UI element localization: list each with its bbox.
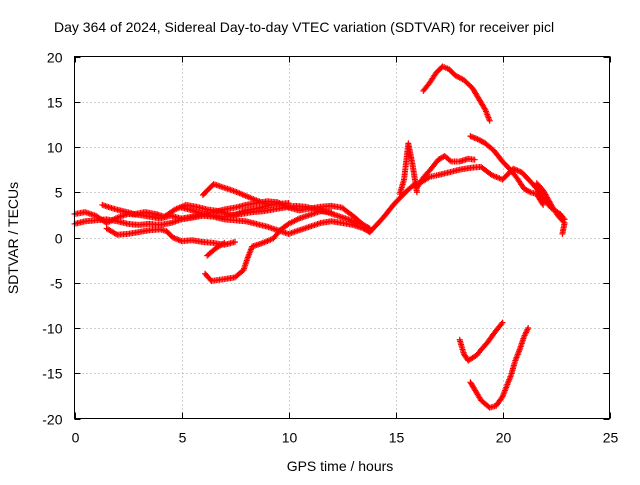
x-axis-label: GPS time / hours xyxy=(287,458,394,474)
series-track-2 xyxy=(71,212,373,237)
series-track-15 xyxy=(467,325,532,411)
x-tick-label: 5 xyxy=(179,430,187,446)
data-series xyxy=(71,63,568,411)
axis-ticks: 0 5 10 15 20 25 -20 -15 -10 -5 0 5 10 15 20 xyxy=(42,50,618,446)
data-point xyxy=(285,200,292,207)
series-track-4 xyxy=(103,225,238,248)
data-point xyxy=(526,188,533,195)
data-point xyxy=(499,319,506,326)
y-tick-label: 0 xyxy=(55,231,63,247)
y-tick-label: -20 xyxy=(42,412,62,428)
series-track-16 xyxy=(533,180,568,237)
y-tick-label: -10 xyxy=(42,321,62,337)
data-point xyxy=(539,200,546,207)
y-tick-label: 5 xyxy=(55,185,63,201)
series-track-6 xyxy=(199,181,271,208)
series-track-11 xyxy=(413,153,478,191)
series-track-12 xyxy=(467,133,547,208)
y-tick-label: 10 xyxy=(47,140,63,156)
x-tick-label: 15 xyxy=(389,430,405,446)
x-tick-label: 20 xyxy=(496,430,512,446)
data-point xyxy=(232,239,238,246)
series-track-13 xyxy=(420,63,493,124)
data-point xyxy=(356,220,363,227)
series-track-14 xyxy=(456,319,506,364)
chart-title: Day 364 of 2024, Sidereal Day-to-day VTE… xyxy=(54,19,554,35)
series-track-8 xyxy=(204,239,228,259)
data-point xyxy=(498,320,505,327)
series-track-5 xyxy=(178,200,292,220)
data-point xyxy=(559,230,566,237)
y-tick-label: 15 xyxy=(47,95,63,111)
series-track-9 xyxy=(366,163,568,236)
series-track-7 xyxy=(202,208,335,284)
y-tick-label: 20 xyxy=(47,50,63,66)
data-point xyxy=(471,156,478,163)
data-point xyxy=(486,117,493,124)
y-tick-label: -15 xyxy=(42,366,62,382)
x-tick-label: 25 xyxy=(603,430,619,446)
data-point xyxy=(328,209,335,216)
data-point xyxy=(446,157,453,164)
data-point xyxy=(525,325,532,331)
grid-lines xyxy=(74,56,610,419)
y-axis-label: SDTVAR / TECUs xyxy=(5,182,21,294)
data-point xyxy=(264,201,271,208)
data-point xyxy=(540,201,547,208)
x-tick-label: 0 xyxy=(72,430,80,446)
data-point xyxy=(207,276,214,283)
series-track-1 xyxy=(71,198,373,232)
data-point xyxy=(221,239,228,246)
x-tick-label: 10 xyxy=(282,430,298,446)
y-tick-label: -5 xyxy=(50,276,63,292)
plot-frame xyxy=(74,56,610,419)
